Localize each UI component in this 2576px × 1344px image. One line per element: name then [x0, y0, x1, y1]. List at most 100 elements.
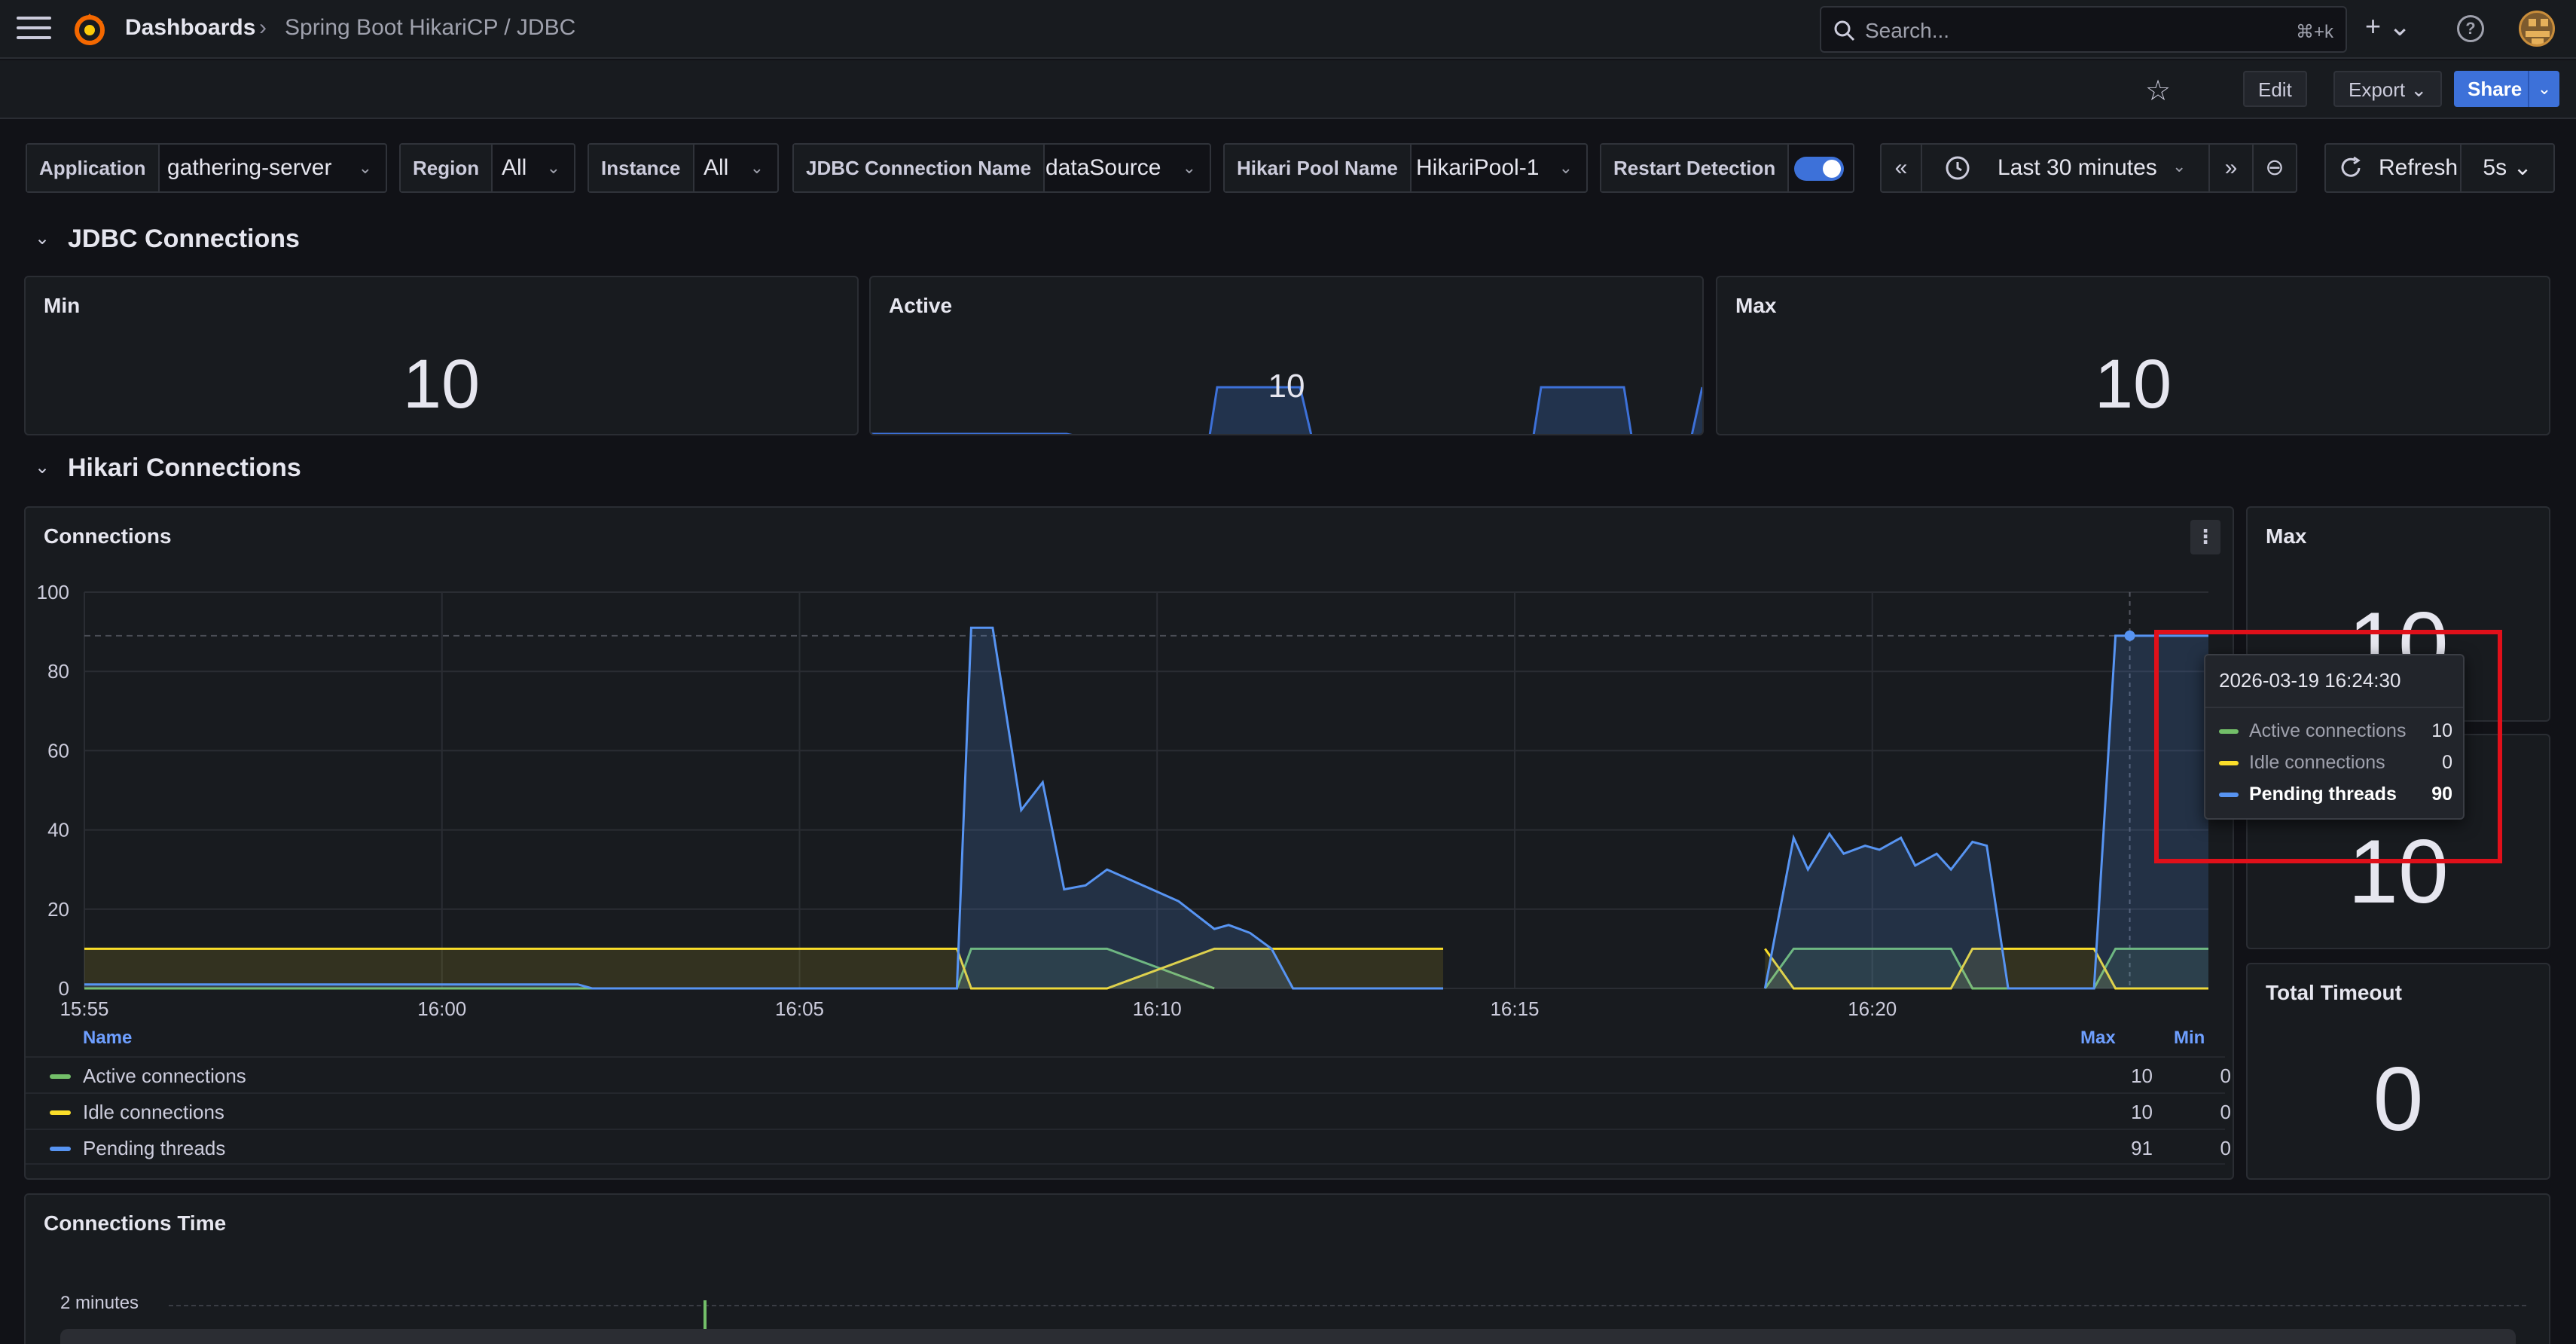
x-tick-label: 15:55 — [60, 997, 108, 1017]
tooltip-series-value: 90 — [2431, 783, 2452, 805]
series-area-active-connections — [84, 948, 1215, 988]
grafana-logo-icon[interactable] — [72, 12, 107, 47]
stat-value: 0 — [2373, 1049, 2424, 1150]
chevron-down-icon[interactable]: ⌄ — [35, 457, 50, 478]
annotation-highlight-box — [2154, 630, 2502, 863]
panel-min: Min 10 — [24, 276, 859, 435]
breadcrumb-current-dashboard: Spring Boot HikariCP / JDBC — [285, 15, 576, 40]
stat-value: 10 — [1268, 368, 1305, 405]
legend-swatch — [50, 1074, 71, 1079]
user-avatar[interactable] — [2519, 11, 2555, 47]
star-icon[interactable]: ☆ — [2145, 75, 2172, 107]
y-tick-label: 80 — [47, 660, 69, 683]
series-line-idle-connections — [84, 947, 1443, 990]
variable-value[interactable]: All — [704, 155, 729, 180]
chevron-down-icon: ⌄ — [546, 158, 560, 177]
share-dropdown-button[interactable]: ⌄ — [2528, 71, 2559, 107]
panel-active: Active 10 — [869, 276, 1704, 435]
chevron-down-icon: ⌄ — [1558, 158, 1573, 177]
variable-value[interactable]: dataSource — [1045, 155, 1161, 180]
legend-name: Active connections — [83, 1065, 246, 1087]
legend-name: Idle connections — [83, 1101, 224, 1123]
legend-row[interactable]: Active connections 10 0 — [26, 1056, 2231, 1092]
chart-tooltip: 2026-03-19 16:24:30 Active connections 1… — [2204, 654, 2465, 820]
variable-label: Region — [401, 145, 493, 191]
variable-label: Restart Detection — [1601, 145, 1790, 191]
variable-jdbc-connection-name[interactable]: JDBC Connection Name dataSource ⌄ — [792, 143, 1211, 193]
series-line-pending-threads — [1763, 634, 2208, 990]
variable-instance[interactable]: Instance All ⌄ — [588, 143, 779, 193]
legend-min: 0 — [2220, 1137, 2231, 1159]
export-button[interactable]: Export ⌄ — [2333, 71, 2443, 107]
edit-button[interactable]: Edit — [2243, 71, 2307, 107]
new-menu-button[interactable]: + ⌄ — [2365, 11, 2412, 41]
restart-detection-toggle[interactable] — [1794, 157, 1844, 181]
chevron-down-icon[interactable]: ⌄ — [35, 228, 50, 249]
variable-application[interactable]: Application gathering-server ⌄ — [26, 143, 387, 193]
row-title-jdbc[interactable]: JDBC Connections — [68, 225, 300, 253]
x-tick-label: 16:05 — [775, 997, 824, 1017]
variable-region[interactable]: Region All ⌄ — [399, 143, 575, 193]
x-tick-label: 16:15 — [1490, 997, 1539, 1017]
variable-value[interactable]: gathering-server — [167, 155, 332, 180]
series-area-pending-threads — [1765, 635, 2208, 988]
legend-max: 91 — [2131, 1137, 2153, 1159]
restart-detection-toggle-group: Restart Detection — [1600, 143, 1854, 193]
panel-menu-button[interactable]: ⋮ — [2190, 520, 2220, 554]
search-input[interactable]: Search... ⌘+k — [1820, 6, 2347, 53]
variable-hikari-pool-name[interactable]: Hikari Pool Name HikariPool-1 ⌄ — [1223, 143, 1588, 193]
share-button[interactable]: Share — [2454, 71, 2536, 107]
y-tick-label: 40 — [47, 819, 69, 842]
tooltip-time: 2026-03-19 16:24:30 — [2219, 669, 2401, 692]
panel-title: Connections — [44, 524, 172, 548]
zoom-out-button[interactable]: ⊖ — [2252, 143, 2297, 193]
top-nav: Dashboards › Spring Boot HikariCP / JDBC… — [0, 0, 2576, 59]
chevron-down-icon: ⌄ — [749, 158, 764, 177]
legend-name: Pending threads — [83, 1137, 226, 1159]
tooltip-series-value: 0 — [2442, 752, 2452, 773]
help-icon[interactable]: ? — [2457, 15, 2484, 42]
variable-value[interactable]: All — [502, 155, 527, 180]
connections-chart[interactable]: 0 20 40 60 80 100 15:55 16:00 16:05 16:10 16:15 16:… — [24, 573, 2234, 1017]
chevron-down-icon: ⌄ — [2172, 157, 2187, 176]
y-tick-label: 100 — [37, 581, 69, 603]
legend-min: 0 — [2220, 1101, 2231, 1123]
refresh-interval-picker[interactable]: 5s ⌄ — [2460, 143, 2555, 193]
tooltip-row: Pending threads 90 — [2219, 780, 2452, 811]
legend-header-max[interactable]: Max — [2080, 1028, 2116, 1048]
breadcrumb-separator: › — [259, 15, 267, 40]
panel-title: Max — [1735, 294, 1777, 317]
panel-title: Min — [44, 294, 81, 317]
dashboard-toolbar: ☆ Edit Export ⌄ Share ⌄ — [0, 60, 2576, 119]
tooltip-swatch — [2219, 761, 2239, 765]
search-placeholder: Search... — [1865, 19, 1950, 42]
panel-title: Connections Time — [44, 1211, 227, 1235]
legend-row[interactable]: Pending threads 91 0 — [26, 1129, 2231, 1165]
menu-icon[interactable] — [17, 17, 51, 42]
legend-header-min[interactable]: Min — [2174, 1028, 2205, 1048]
tooltip-series-name: Pending threads — [2249, 783, 2397, 805]
legend-swatch — [50, 1110, 71, 1115]
series-line-active-connections — [1764, 947, 2208, 990]
panel-total-timeout: Total Timeout 0 — [2246, 963, 2550, 1180]
time-range-back-button[interactable]: « — [1880, 143, 1922, 193]
panel-max: Max 10 — [1716, 276, 2550, 435]
time-range-forward-button[interactable]: » — [2208, 143, 2254, 193]
chevron-down-icon: ⌄ — [358, 158, 372, 177]
y-tick-label: 0 — [59, 977, 69, 1000]
threshold-line — [169, 1305, 2526, 1306]
legend-row[interactable]: Idle connections 10 0 — [26, 1092, 2231, 1129]
variable-value[interactable]: HikariPool-1 — [1416, 155, 1540, 180]
hover-point — [2124, 630, 2135, 641]
breadcrumb-dashboards[interactable]: Dashboards — [125, 15, 256, 40]
legend-header-name[interactable]: Name — [83, 1028, 133, 1048]
y-tick-label: 20 — [47, 898, 69, 921]
row-title-hikari[interactable]: Hikari Connections — [68, 454, 301, 482]
chevron-down-icon: ⌄ — [1182, 158, 1196, 177]
tooltip-swatch — [2219, 729, 2239, 734]
tooltip-series-value: 10 — [2431, 720, 2452, 741]
panel-connections: Connections — [24, 506, 2234, 1180]
variables-bar: Application gathering-server ⌄ Region Al… — [0, 143, 2576, 193]
variable-label: Instance — [589, 145, 694, 191]
panel-connections-time: Connections Time 2 minutes — [24, 1193, 2550, 1344]
